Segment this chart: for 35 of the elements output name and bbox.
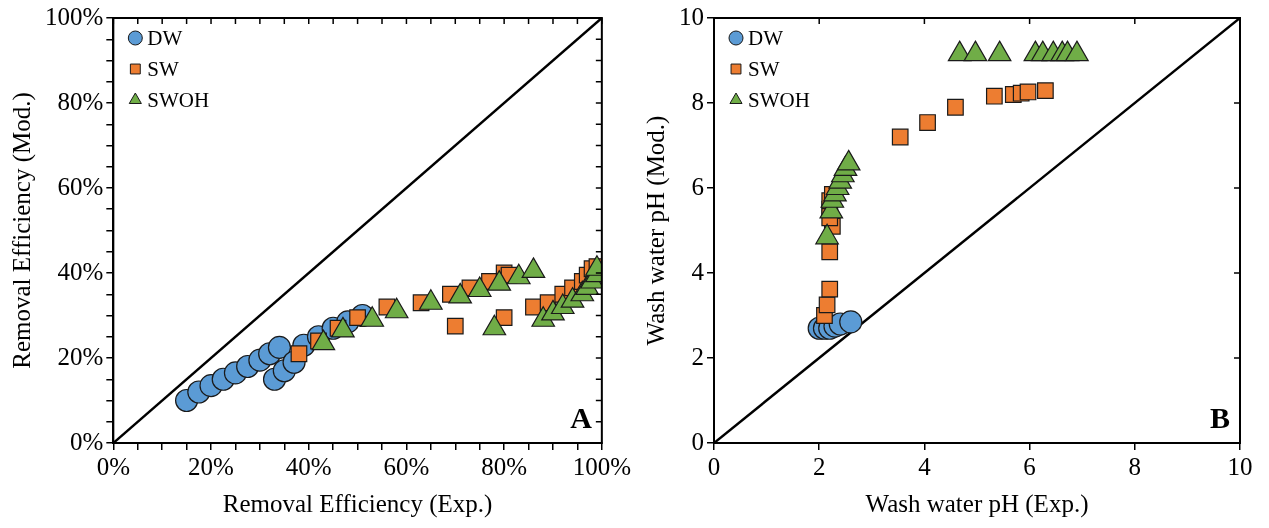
- y-tick-label: 20%: [57, 342, 104, 370]
- y-axis-title: Removal Efficiency (Mod.): [7, 92, 36, 369]
- y-tick-label: 6: [691, 172, 704, 200]
- y-tick-label: 100%: [45, 2, 104, 30]
- legend-label: SWOH: [147, 87, 210, 112]
- x-tick-label: 60%: [383, 452, 430, 480]
- x-axis-title: Wash water pH (Exp.): [865, 489, 1089, 518]
- x-tick-label: 100%: [572, 452, 631, 480]
- legend-label: SWOH: [748, 87, 810, 112]
- x-tick-label: 40%: [285, 452, 332, 480]
- y-tick-label: 10: [679, 2, 704, 30]
- y-tick-label: 8: [691, 87, 704, 115]
- x-tick-label: 6: [1023, 452, 1036, 480]
- y-tick-label: 4: [691, 257, 705, 285]
- annotation: B: [1209, 400, 1230, 434]
- y-tick-label: 40%: [57, 257, 104, 285]
- y-tick-label: 0: [691, 427, 704, 455]
- x-tick-label: 4: [918, 452, 932, 480]
- x-tick-label: 10: [1227, 452, 1253, 480]
- legend-label: SW: [147, 56, 179, 81]
- x-tick-label: 2: [812, 452, 826, 480]
- legend-label: DW: [748, 25, 784, 50]
- y-axis-title: Wash water pH (Mod.): [641, 115, 670, 346]
- annotation: A: [570, 400, 593, 434]
- x-tick-label: 80%: [481, 452, 528, 480]
- y-tick-label: 80%: [57, 87, 104, 115]
- x-tick-label: 20%: [188, 452, 234, 480]
- legend-label: SW: [748, 56, 780, 81]
- y-tick-label: 2: [691, 342, 704, 370]
- x-tick-label: 0%: [96, 452, 130, 480]
- y-tick-label: 0%: [70, 427, 104, 455]
- y-tick-label: 60%: [57, 172, 104, 200]
- legend-label: DW: [147, 25, 183, 50]
- x-tick-label: 8: [1128, 452, 1142, 480]
- x-axis-title: Removal Efficiency (Exp.): [222, 489, 493, 518]
